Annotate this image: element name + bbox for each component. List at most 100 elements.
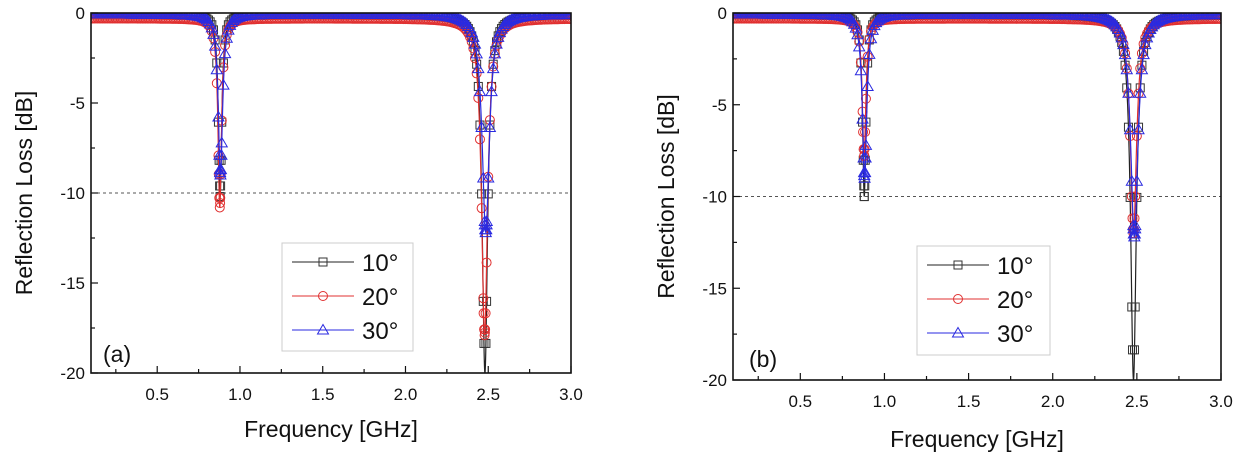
data-point: [214, 163, 228, 175]
data-point: [480, 215, 494, 227]
axes-a: [90, 12, 572, 374]
panel-label: (a): [103, 341, 131, 367]
data-point: [479, 226, 493, 238]
data-point: [1138, 38, 1152, 50]
data-point: [482, 296, 492, 306]
data-point: [862, 47, 876, 59]
data-point: [1130, 345, 1140, 355]
x-tick-label: 2.5: [1125, 392, 1149, 411]
data-point: [220, 31, 234, 43]
data-point: [847, 17, 861, 29]
data-point: [1133, 88, 1144, 99]
panel-a: 0 -5 -10 -15 -20 0.5 1.0 1.5 2.0 2.5 3.0…: [11, 4, 583, 442]
legend-symbol-circle-icon: [927, 294, 989, 304]
y-tick-label: 0: [718, 4, 727, 23]
x-tick-label: 3.0: [559, 385, 583, 404]
data-point: [1117, 38, 1130, 50]
data-point: [212, 110, 225, 122]
data-point: [195, 13, 209, 22]
data-point: [474, 134, 485, 145]
series-markers-2: [733, 13, 1221, 239]
y-tick-label: -10: [60, 184, 85, 203]
data-point: [1118, 48, 1132, 60]
series-marks-a: [91, 13, 571, 373]
y-tick-label: 0: [76, 4, 85, 23]
data-point: [1120, 63, 1134, 75]
data-point: [480, 324, 491, 335]
data-point: [859, 151, 872, 163]
data-point: [864, 32, 878, 44]
legend-item: 20°: [927, 287, 1033, 314]
data-point: [856, 112, 869, 124]
series-markers-3: [91, 13, 571, 238]
legend-box: [916, 245, 1051, 356]
data-point: [501, 15, 515, 27]
data-point: [215, 148, 228, 160]
data-point: [861, 79, 874, 91]
data-point: [839, 13, 853, 22]
data-point: [453, 13, 467, 25]
y-axis-title: Reflection Loss [dB]: [653, 94, 679, 299]
data-point: [858, 166, 872, 178]
data-point: [452, 13, 465, 24]
data-point: [471, 62, 485, 74]
data-point: [858, 171, 871, 183]
data-point: [860, 127, 871, 138]
data-point: [218, 47, 232, 59]
x-tick-label: 3.0: [1209, 392, 1233, 411]
legend-marker: [316, 323, 330, 335]
y-tick-label: -15: [60, 274, 85, 293]
data-point: [481, 171, 495, 183]
axes-b: [732, 12, 1222, 381]
data-point: [215, 136, 229, 148]
panel-label: (b): [749, 346, 777, 372]
data-point: [852, 40, 866, 52]
data-point: [1135, 63, 1149, 75]
data-point: [837, 13, 851, 22]
data-point: [859, 138, 873, 150]
data-point: [1131, 131, 1142, 142]
legend-item: 30°: [927, 321, 1033, 348]
legend-marker: [318, 291, 328, 301]
data-point: [217, 78, 230, 90]
data-point: [1130, 191, 1141, 202]
y-tick-label: -10: [702, 188, 727, 207]
data-point: [1120, 60, 1130, 70]
x-tick-label: 1.5: [311, 385, 335, 404]
data-point: [857, 169, 871, 181]
data-point: [478, 293, 489, 304]
data-point: [1123, 122, 1133, 132]
data-point: [485, 85, 498, 97]
legend-label: 10°: [362, 250, 398, 277]
legend-label: 20°: [997, 287, 1033, 314]
x-tick-label: 2.0: [394, 385, 418, 404]
x-tick-label: 1.5: [957, 392, 981, 411]
legend-item: 30°: [292, 318, 398, 345]
legend-marker: [953, 260, 963, 270]
legend-label: 20°: [362, 284, 398, 311]
data-point: [1127, 230, 1141, 242]
x-axis-title: Frequency [GHz]: [890, 426, 1064, 452]
x-axis-title: Frequency [GHz]: [244, 416, 418, 442]
legend-symbol-triangle-icon: [927, 326, 989, 338]
legend-symbol-square-icon: [292, 257, 354, 267]
data-point: [215, 192, 226, 203]
x-tick-label: 0.5: [788, 392, 812, 411]
legend-item: 10°: [927, 253, 1033, 280]
data-point: [455, 14, 469, 26]
data-point: [479, 223, 493, 235]
x-tick-label: 1.0: [228, 385, 252, 404]
data-point: [841, 13, 854, 23]
data-point: [1122, 83, 1132, 93]
legend-label: 10°: [997, 253, 1033, 280]
data-point: [1128, 227, 1142, 239]
data-point: [490, 37, 503, 49]
legend-box: [281, 242, 414, 352]
data-point: [733, 13, 738, 24]
data-point: [479, 330, 490, 341]
data-point: [208, 39, 222, 51]
y-tick-label: -5: [712, 96, 727, 115]
data-point: [1098, 13, 1112, 24]
data-point: [471, 68, 482, 79]
